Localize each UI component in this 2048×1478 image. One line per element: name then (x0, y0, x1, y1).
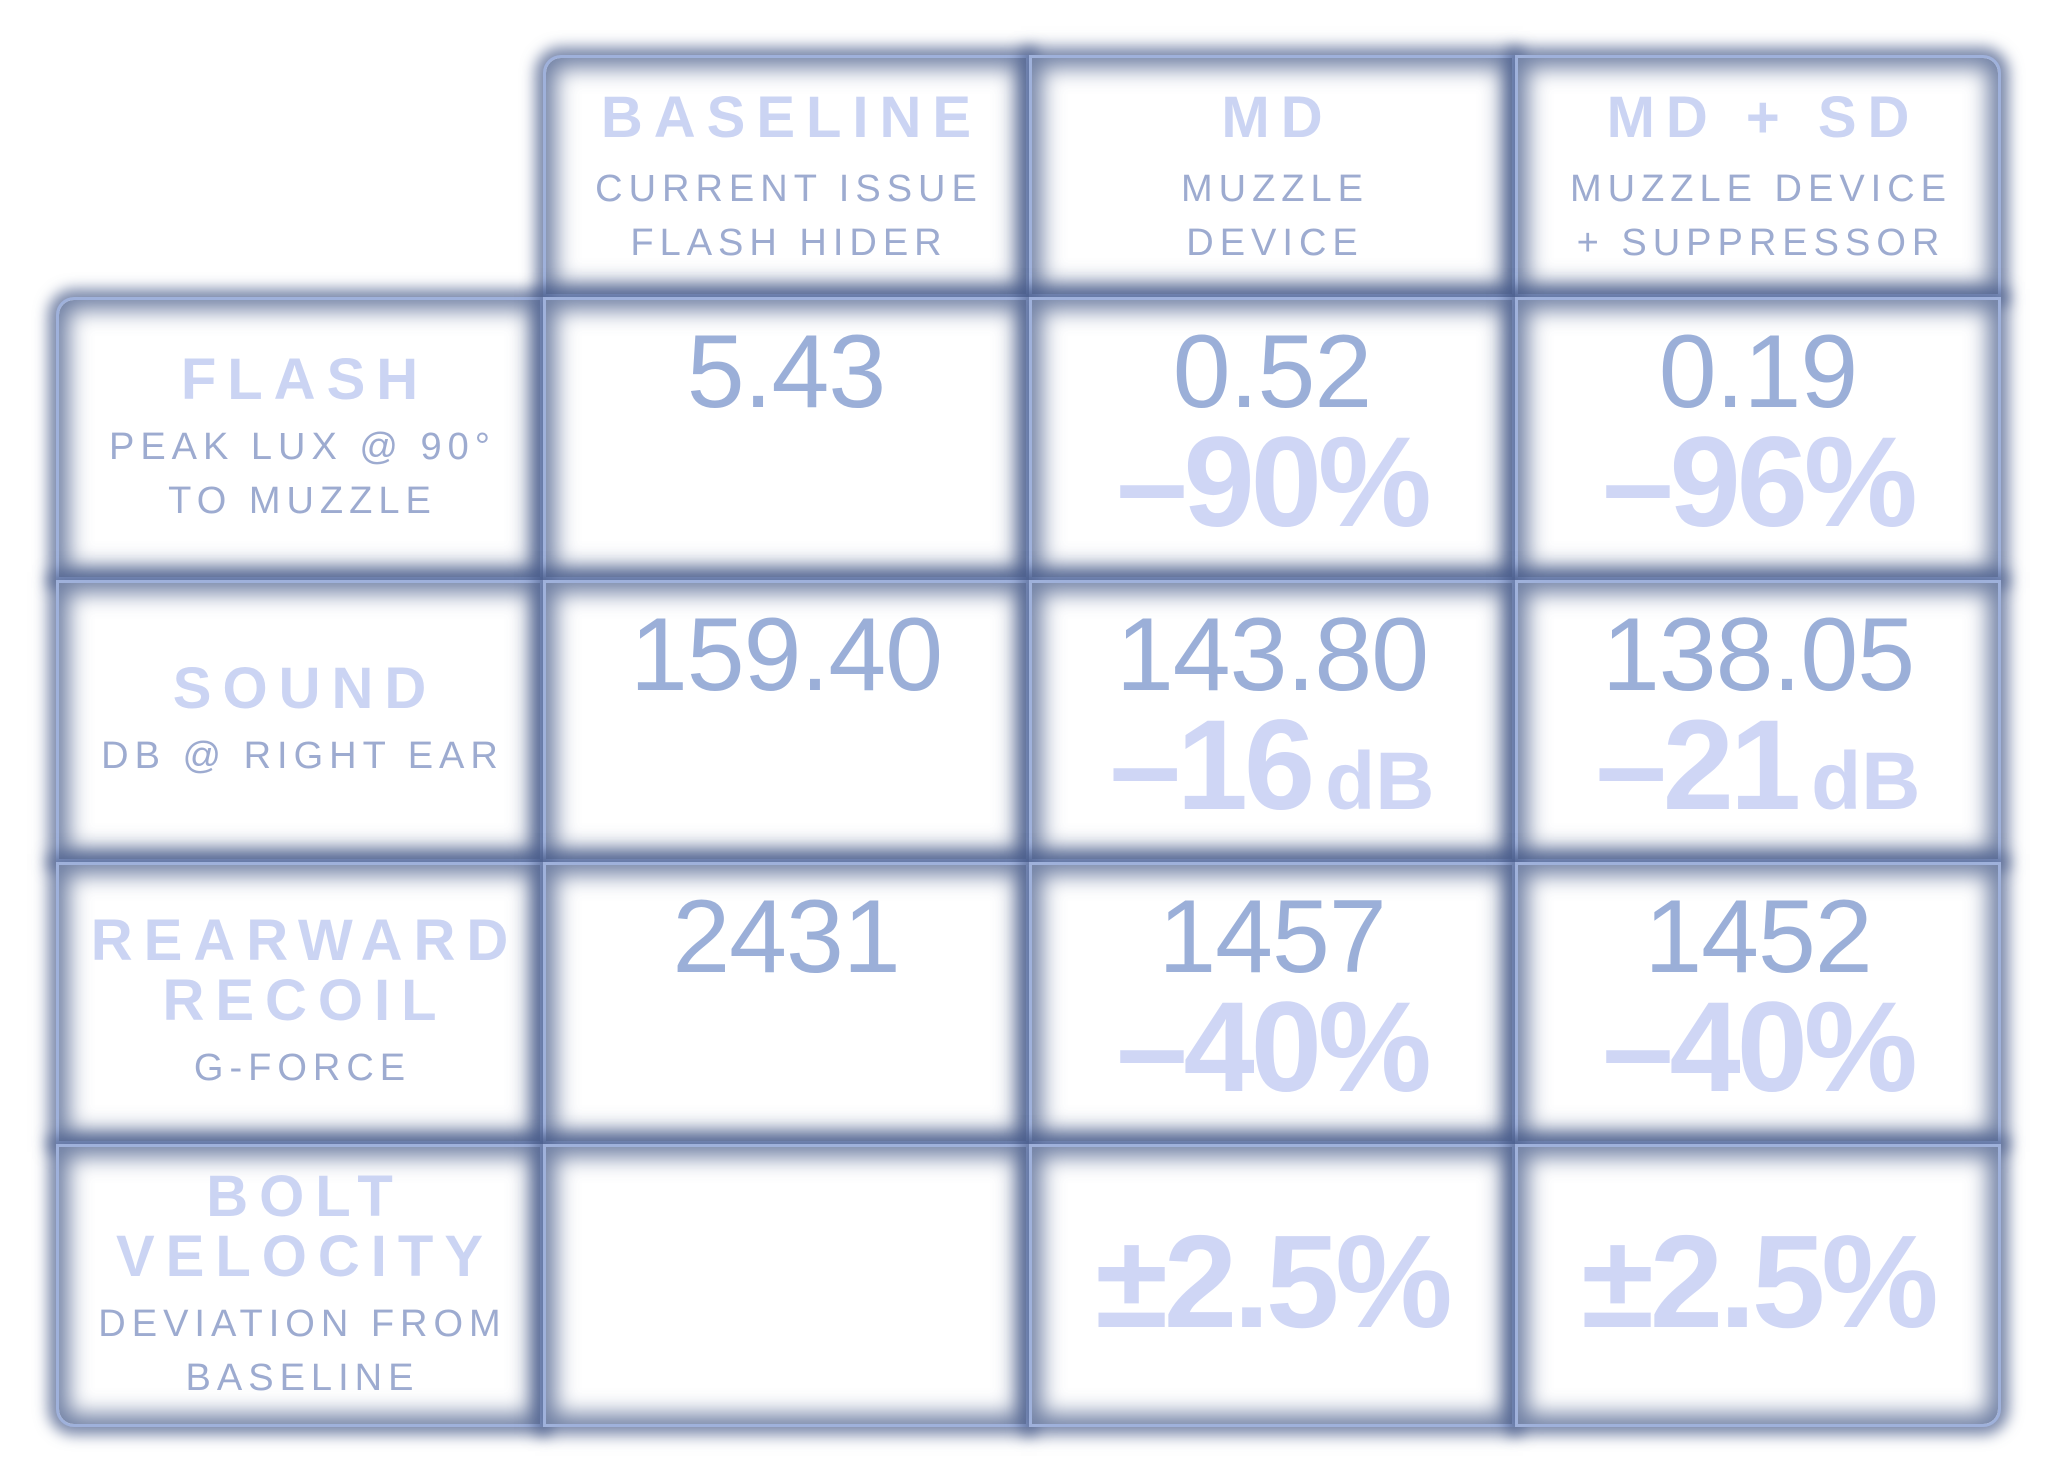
row-title: BOLT VELOCITY (115, 1163, 495, 1289)
column-subtitle-line: + SUPPRESSOR (1576, 222, 1946, 264)
cell-value: 143.80 (1115, 597, 1429, 713)
row-subtitle: DB @ RIGHT EAR (101, 729, 504, 783)
data-cell: 1452 –40% (1515, 862, 2001, 1144)
row-header-2: SOUND DB @ RIGHT EAR (56, 580, 543, 862)
cell-change: ±2.5% (1581, 1216, 1938, 1348)
cell-change-value: –40% (1116, 976, 1431, 1119)
column-subtitle-line: DEVICE (1186, 222, 1364, 264)
column-title: BASELINE (600, 85, 983, 150)
column-header-1: BASELINE CURRENT ISSUE FLASH HIDER (543, 55, 1029, 297)
cell-change: –21 dB (1596, 702, 1921, 841)
cell-value: 0.52 (1172, 314, 1372, 430)
column-title: MD (1221, 85, 1334, 150)
data-cell: 5.43 (543, 297, 1029, 580)
data-cell: 1457 –40% (1029, 862, 1515, 1144)
cell-change: –90% (1116, 419, 1431, 547)
column-subtitle: CURRENT ISSUE FLASH HIDER (595, 162, 983, 270)
data-cell: 159.40 (543, 580, 1029, 862)
cell-change-value: –16 (1109, 694, 1316, 837)
data-cell: ±2.5% (1029, 1144, 1515, 1427)
row-title-line: SOUND (172, 656, 438, 721)
row-subtitle: PEAK LUX @ 90° TO MUZZLE (109, 420, 496, 528)
cell-change: ±2.5% (1095, 1216, 1452, 1348)
row-header-4: BOLT VELOCITY DEVIATION FROM BASELINE (56, 1144, 543, 1427)
data-cell: 138.05 –21 dB (1515, 580, 2001, 862)
cell-change-value: ±2.5% (1095, 1208, 1452, 1355)
column-header-3: MD + SD MUZZLE DEVICE + SUPPRESSOR (1515, 55, 2001, 297)
row-subtitle-line: PEAK LUX @ 90° (108, 425, 497, 468)
row-subtitle-line: G-FORCE (193, 1047, 412, 1089)
cell-change: –40% (1116, 984, 1431, 1112)
data-cell: 0.19 –96% (1515, 297, 2001, 580)
row-title-line: BOLT (206, 1163, 404, 1229)
row-subtitle: G-FORCE (194, 1041, 411, 1095)
row-title-line: RECOIL (162, 968, 448, 1033)
row-subtitle-line: TO MUZZLE (168, 479, 437, 522)
cell-value: 1457 (1158, 879, 1386, 995)
data-cell: 143.80 –16 dB (1029, 580, 1515, 862)
cell-value: 138.05 (1601, 597, 1915, 713)
cell-change-unit: dB (1811, 736, 1921, 827)
cell-change-value: ±2.5% (1581, 1208, 1938, 1355)
row-subtitle-line: DB @ RIGHT EAR (101, 735, 504, 777)
cell-change: –96% (1602, 419, 1917, 547)
cell-value: 159.40 (629, 597, 943, 713)
column-subtitle-line: FLASH HIDER (630, 222, 948, 264)
data-cell (543, 1144, 1029, 1427)
row-subtitle-line: BASELINE (185, 1356, 420, 1399)
column-subtitle: MUZZLE DEVICE + SUPPRESSOR (1570, 162, 1952, 270)
data-cell: 2431 (543, 862, 1029, 1144)
cell-change: –40% (1602, 984, 1917, 1112)
cell-change-unit: dB (1325, 736, 1435, 827)
column-subtitle-line: MUZZLE DEVICE (1569, 168, 1953, 210)
cell-change-value: –96% (1602, 411, 1917, 554)
row-subtitle: DEVIATION FROM BASELINE (98, 1297, 506, 1405)
cell-change: –16 dB (1110, 702, 1435, 841)
row-header-3: REARWARD RECOIL G-FORCE (56, 862, 543, 1144)
cell-change-value: –21 (1595, 694, 1802, 837)
cell-change-value: –40% (1602, 976, 1917, 1119)
row-title-line: FLASH (180, 346, 430, 412)
row-header-1: FLASH PEAK LUX @ 90° TO MUZZLE (56, 297, 543, 580)
data-cell: ±2.5% (1515, 1144, 2001, 1427)
cell-value: 1452 (1644, 879, 1872, 995)
column-subtitle: MUZZLE DEVICE (1181, 162, 1369, 270)
row-title-line: REARWARD (90, 908, 520, 973)
cell-value: 5.43 (686, 314, 886, 430)
column-subtitle-line: MUZZLE (1181, 168, 1369, 210)
cell-value: 2431 (672, 879, 900, 995)
column-title: MD + SD (1606, 85, 1921, 150)
data-cell: 0.52 –90% (1029, 297, 1515, 580)
row-title: REARWARD RECOIL (91, 911, 520, 1031)
column-header-2: MD MUZZLE DEVICE (1029, 55, 1515, 297)
cell-value: 0.19 (1658, 314, 1858, 430)
row-title: SOUND (173, 659, 437, 719)
row-subtitle-line: DEVIATION FROM (98, 1302, 507, 1345)
row-title: FLASH (180, 346, 430, 412)
column-subtitle-line: CURRENT ISSUE (595, 168, 983, 210)
row-title-line: VELOCITY (115, 1223, 495, 1289)
cell-change-value: –90% (1116, 411, 1431, 554)
